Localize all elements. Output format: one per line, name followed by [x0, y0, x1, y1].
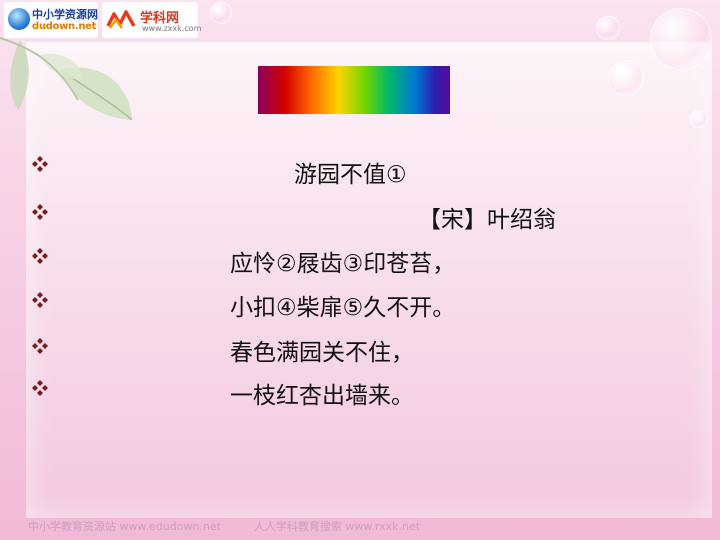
footer-link-left[interactable]: 中小学教育资源站 www.edudown.net [28, 520, 221, 533]
site-logo-secondary[interactable]: 学科网 www.zxxk.com [102, 2, 202, 38]
logo-bar: 中小学资源网 dudown.net 学科网 www.zxxk.com [4, 2, 214, 38]
footer-text: 中小学教育资源站 www.edudown.net 人人学科教育搜索 www.rx… [28, 518, 420, 534]
diamond-cluster-icon [32, 204, 48, 220]
poem-line: 应怜②屐齿③印苍苔， [230, 251, 456, 277]
leaf-decoration [0, 37, 133, 121]
footer-link-right[interactable]: 人人学科教育搜索 www.rxxk.net [253, 520, 421, 533]
poem-line: 春色满园关不住， [230, 340, 414, 366]
globe-icon [8, 8, 30, 30]
bubble-decoration [650, 8, 712, 70]
bubble-decoration [596, 16, 620, 40]
logo-title: 中小学资源网 [32, 8, 98, 21]
diamond-cluster-icon [32, 248, 48, 264]
poem-line: 一枝红杏出墙来。 [230, 383, 414, 409]
logo-subtitle: www.zxxk.com [142, 24, 202, 33]
logo-title: 学科网 [140, 11, 180, 26]
content-panel [26, 42, 712, 518]
site-logo-primary[interactable]: 中小学资源网 dudown.net [4, 2, 98, 38]
bubble-decoration [608, 60, 644, 96]
color-spectrum-image [258, 66, 450, 114]
poem-author: 【宋】叶绍翁 [418, 207, 556, 233]
bubble-decoration [690, 110, 708, 128]
diamond-cluster-icon [32, 380, 48, 396]
poem-title: 游园不值① [294, 162, 407, 188]
diamond-cluster-icon [32, 156, 48, 172]
logo-subtitle: dudown.net [32, 21, 97, 32]
diamond-cluster-icon [32, 338, 48, 354]
diamond-cluster-icon [32, 292, 48, 308]
bubble-decoration [210, 2, 232, 24]
poem-line: 小扣④柴扉⑤久不开。 [230, 295, 456, 321]
wave-logo-icon [106, 10, 136, 29]
